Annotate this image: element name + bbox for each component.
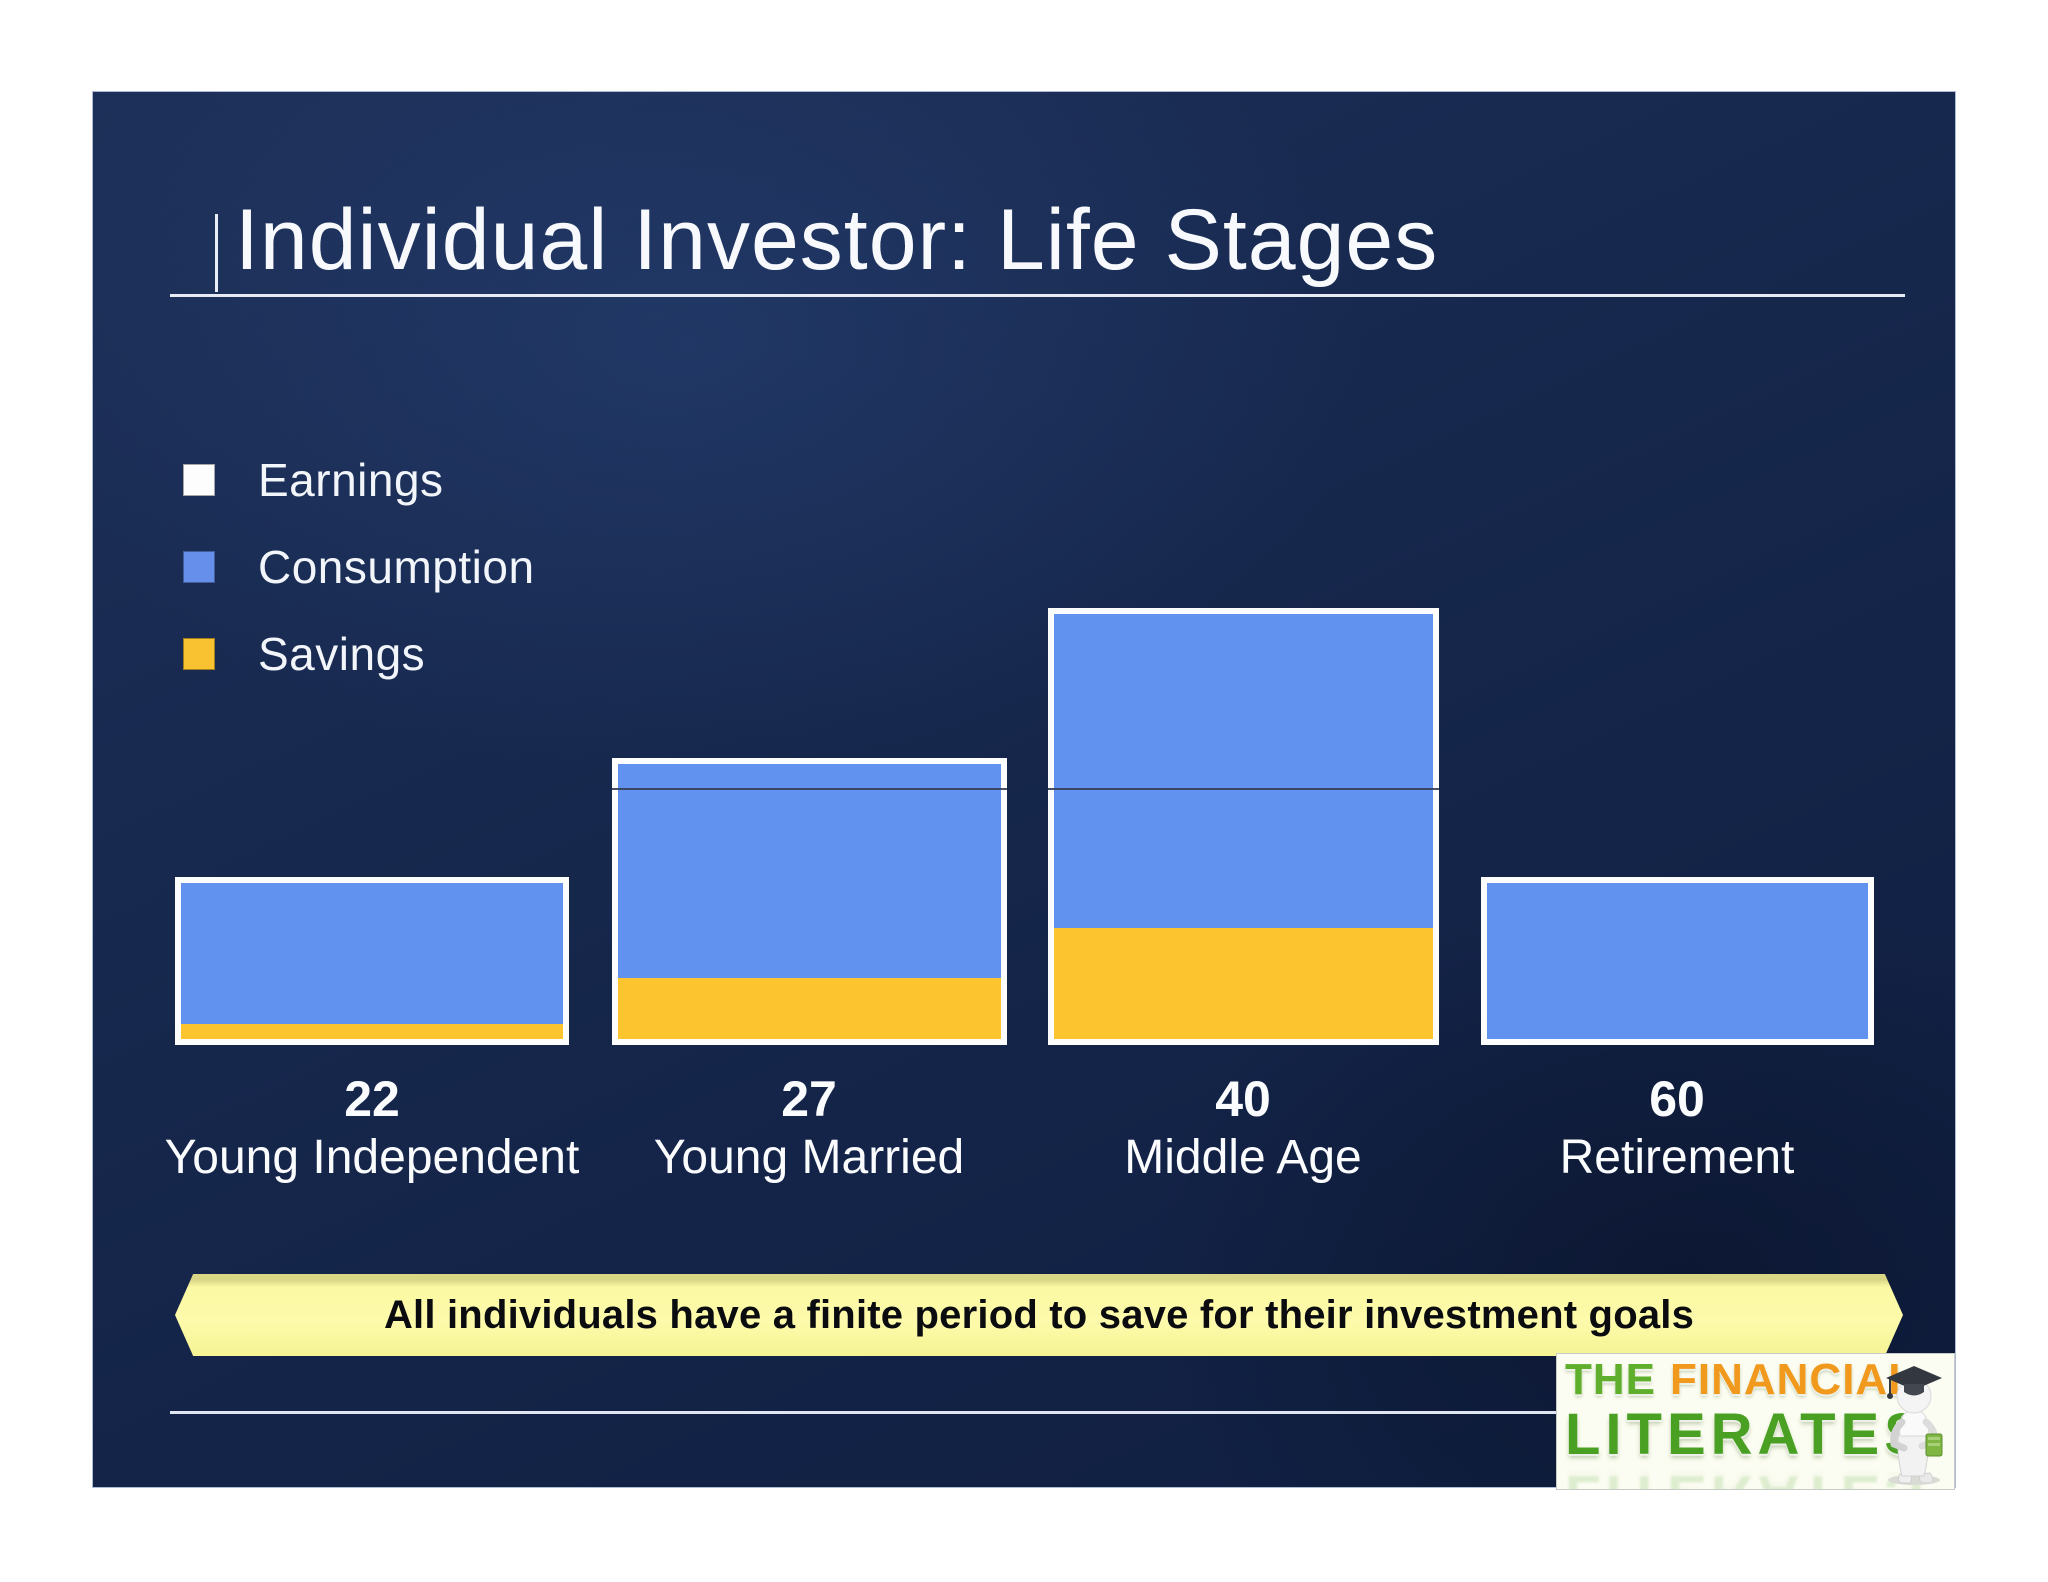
age-label: 22 (344, 1071, 400, 1127)
consumption-segment (618, 764, 1001, 978)
logo-reflection: LITERATES (1565, 1463, 1928, 1489)
age-label: 40 (1215, 1071, 1271, 1127)
bar-middle-age (1048, 608, 1439, 1045)
consumption-swatch-icon (183, 551, 215, 583)
category-label: 22 Young Independent (52, 1070, 692, 1188)
logo-word-financial: FINANCIAL (1670, 1355, 1917, 1404)
stage-label: Young Married (653, 1131, 965, 1184)
savings-segment (618, 978, 1001, 1039)
stage-label: Middle Age (1124, 1131, 1362, 1184)
earnings-swatch-icon (183, 464, 215, 496)
logo-word-literates: LITERATES (1565, 1402, 1928, 1467)
stage-label: Young Independent (164, 1131, 580, 1184)
page-title: Individual Investor: Life Stages (235, 192, 1439, 288)
savings-segment (181, 1024, 563, 1039)
age-label: 27 (781, 1071, 837, 1127)
bar-young-married (612, 758, 1007, 1045)
graduate-figure-icon (1886, 1366, 1943, 1485)
bar-young-independent (175, 877, 569, 1045)
legend-label: Consumption (258, 541, 535, 593)
gridline (1048, 788, 1439, 790)
stacked-bar-chart: 22 Young Independent 27 Young Married 40… (93, 92, 1955, 1487)
consumption-segment (1487, 883, 1868, 1039)
legend-label: Earnings (258, 454, 444, 506)
logo-word-the: THE (1565, 1355, 1656, 1404)
footer-line (170, 1411, 1905, 1414)
callout-text: All individuals have a finite period to … (383, 1292, 1695, 1337)
gridline (612, 788, 1007, 790)
callout-ribbon: All individuals have a finite period to … (175, 1274, 1903, 1356)
title-accent-bar (215, 214, 218, 292)
slide: Individual Investor: Life Stages Earning… (92, 91, 1956, 1490)
legend-item-earnings: Earnings (183, 452, 444, 508)
legend-item-consumption: Consumption (183, 539, 535, 595)
consumption-segment (181, 883, 563, 1024)
stage-label: Retirement (1559, 1131, 1795, 1184)
category-label: 60 Retirement (1357, 1070, 1997, 1188)
category-label: 40 Middle Age (923, 1070, 1563, 1188)
savings-swatch-icon (183, 638, 215, 670)
title-underline (170, 294, 1905, 297)
age-label: 60 (1649, 1071, 1705, 1127)
logo-text: THE FINANCIAL LITERATES (1565, 1355, 1928, 1467)
consumption-segment (1054, 614, 1433, 928)
legend-label: Savings (258, 628, 426, 680)
logo-line1: THE FINANCIAL (1565, 1355, 1915, 1404)
savings-segment (1054, 928, 1433, 1039)
legend-item-savings: Savings (183, 626, 425, 682)
bar-retirement (1481, 877, 1874, 1045)
category-label: 27 Young Married (489, 1070, 1129, 1188)
financial-literates-logo: THE FINANCIAL LITERATES LITERATES (1556, 1353, 1955, 1490)
